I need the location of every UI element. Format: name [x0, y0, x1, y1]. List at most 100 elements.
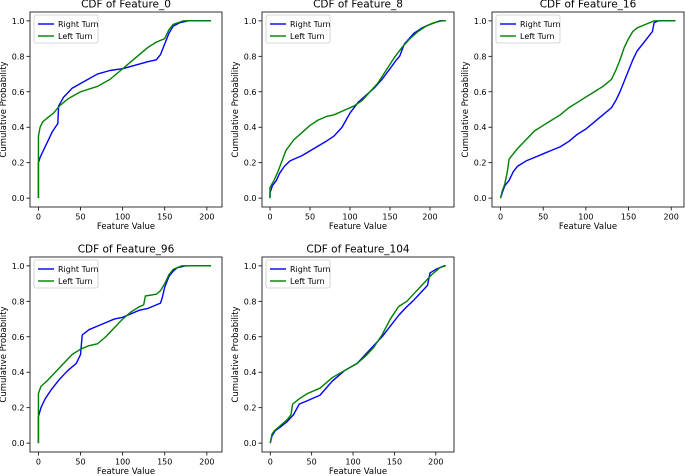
x-tick-label: 150: [157, 213, 172, 222]
x-tick-label: 0: [267, 213, 272, 222]
subplot-4: 0 50 100 150 200 0.0 0.2 0.4 0.6 0.8 1.0 CDF of Fea…: [0, 244, 223, 476]
series-line-left-turn: [269, 265, 446, 444]
x-tick-label: 50: [75, 213, 85, 222]
y-tick-label: 0.2: [474, 159, 487, 168]
y-tick-label: 0.8: [244, 52, 257, 61]
y-tick-label: 0.8: [244, 297, 257, 306]
series-line-right-turn: [269, 265, 446, 444]
x-tick-label: 200: [199, 458, 214, 467]
legend-entry: Left Turn: [290, 277, 325, 286]
legend-entry: Left Turn: [58, 32, 93, 41]
x-axis-label: Feature Value: [559, 222, 617, 232]
x-tick-label: 200: [422, 213, 437, 222]
y-tick-label: 0.6: [244, 333, 257, 342]
x-tick-label: 0: [268, 458, 273, 467]
chart-title: CDF of Feature_16: [540, 0, 637, 11]
legend-entry: Right Turn: [58, 265, 99, 274]
x-tick-label: 100: [578, 213, 593, 222]
x-tick-label: 0: [36, 458, 41, 467]
x-tick-label: 200: [199, 213, 214, 222]
x-tick-label: 200: [664, 213, 679, 222]
plot-frame: [491, 11, 685, 208]
y-tick-label: 1.0: [12, 262, 25, 271]
chart-title: CDF of Feature_8: [313, 0, 403, 11]
x-tick-label: 50: [307, 458, 317, 467]
series-line-left-turn: [37, 265, 212, 444]
y-tick-label: 0.0: [244, 439, 257, 448]
x-tick-label: 100: [115, 458, 130, 467]
x-tick-label: 100: [342, 213, 357, 222]
y-tick-label: 0.6: [12, 88, 25, 97]
x-tick-label: 150: [382, 213, 397, 222]
legend-entry: Left Turn: [290, 32, 325, 41]
series-line-left-turn: [37, 20, 212, 199]
legend-entry: Right Turn: [290, 265, 331, 274]
subplot-5: 0 50 100 150 200 0.0 0.2 0.4 0.6 0.8 1.0 CDF of Fea…: [231, 244, 455, 476]
y-tick-label: 0.8: [474, 52, 487, 61]
y-tick-label: 0.0: [474, 194, 487, 203]
legend-entry: Right Turn: [520, 20, 561, 29]
y-tick-label: 0.2: [12, 159, 25, 168]
subplot-3: 0 50 100 150 200 0.0 0.2 0.4 0.6 0.8 1.0 CDF of Fea…: [461, 0, 685, 232]
y-tick-label: 0.4: [244, 368, 257, 377]
y-tick-label: 0.0: [12, 194, 25, 203]
legend-entry: Left Turn: [520, 32, 555, 41]
series-line-right-turn: [269, 20, 445, 199]
y-tick-label: 0.6: [244, 88, 257, 97]
y-tick-label: 0.2: [244, 159, 257, 168]
y-axis-label: Cumulative Probability: [0, 61, 9, 157]
y-tick-label: 0.2: [244, 404, 257, 413]
series-line-left-turn: [499, 20, 676, 199]
x-axis-label: Feature Value: [329, 467, 387, 476]
chart-title: CDF of Feature_104: [306, 244, 410, 256]
plot-frame: [261, 11, 455, 208]
y-tick-label: 0.6: [12, 333, 25, 342]
x-tick-label: 150: [387, 458, 402, 467]
legend-entry: Right Turn: [290, 20, 331, 29]
plot-frame: [29, 11, 223, 208]
chart-title: CDF of Feature_0: [81, 0, 171, 11]
x-tick-label: 0: [498, 213, 503, 222]
y-axis-label: Cumulative Probability: [231, 306, 241, 402]
y-tick-label: 0.6: [474, 88, 487, 97]
y-tick-label: 1.0: [474, 17, 487, 26]
plot-frame: [29, 256, 223, 453]
y-axis-label: Cumulative Probability: [231, 61, 241, 157]
x-tick-label: 100: [345, 458, 360, 467]
y-tick-label: 0.8: [12, 52, 25, 61]
x-axis-label: Feature Value: [329, 222, 387, 232]
x-axis-label: Feature Value: [97, 467, 155, 476]
x-tick-label: 0: [36, 213, 41, 222]
legend-entry: Right Turn: [58, 20, 99, 29]
y-tick-label: 0.0: [12, 439, 25, 448]
legend-entry: Left Turn: [58, 277, 93, 286]
x-tick-label: 150: [157, 458, 172, 467]
y-tick-label: 1.0: [244, 17, 257, 26]
y-axis-label: Cumulative Probability: [461, 61, 471, 157]
y-tick-label: 0.4: [474, 123, 487, 132]
y-tick-label: 0.2: [12, 404, 25, 413]
x-tick-label: 200: [428, 458, 443, 467]
x-tick-label: 50: [538, 213, 548, 222]
chart-title: CDF of Feature_96: [78, 244, 175, 256]
y-tick-label: 1.0: [12, 17, 25, 26]
y-tick-label: 0.4: [12, 123, 25, 132]
x-tick-label: 150: [621, 213, 636, 222]
x-axis-label: Feature Value: [97, 222, 155, 232]
x-tick-label: 50: [305, 213, 315, 222]
y-tick-label: 0.8: [12, 297, 25, 306]
series-line-left-turn: [269, 20, 446, 199]
x-tick-label: 100: [115, 213, 130, 222]
subplot-1: 0 50 100 150 200 0.0 0.2 0.4 0.6 0.8 1.0 CDF of Fea…: [0, 0, 223, 232]
series-line-right-turn: [499, 20, 676, 199]
plot-frame: [261, 256, 455, 453]
subplot-2: 0 50 100 150 200 0.0 0.2 0.4 0.6 0.8 1.0 CDF of Fea…: [231, 0, 455, 232]
series-line-right-turn: [37, 20, 212, 199]
y-axis-label: Cumulative Probability: [0, 306, 9, 402]
y-tick-label: 0.4: [12, 368, 25, 377]
y-tick-label: 1.0: [244, 262, 257, 271]
series-line-right-turn: [37, 265, 212, 444]
y-tick-label: 0.0: [244, 194, 257, 203]
x-tick-label: 50: [75, 458, 85, 467]
